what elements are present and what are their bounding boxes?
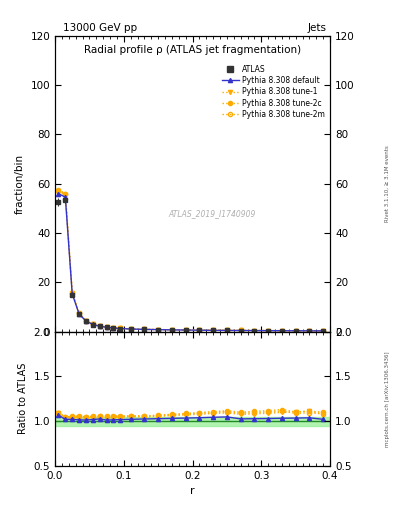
Text: Radial profile ρ (ATLAS jet fragmentation): Radial profile ρ (ATLAS jet fragmentatio…: [84, 45, 301, 55]
Text: ATLAS_2019_I1740909: ATLAS_2019_I1740909: [168, 209, 255, 218]
Y-axis label: Ratio to ATLAS: Ratio to ATLAS: [18, 363, 28, 434]
Y-axis label: fraction/bin: fraction/bin: [15, 154, 25, 214]
Bar: [55, 417, 330, 425]
Text: mcplots.cern.ch [arXiv:1306.3436]: mcplots.cern.ch [arXiv:1306.3436]: [385, 351, 389, 446]
Text: Jets: Jets: [307, 23, 326, 33]
X-axis label: r: r: [190, 486, 195, 496]
Text: 13000 GeV pp: 13000 GeV pp: [63, 23, 137, 33]
Text: Rivet 3.1.10, ≥ 3.1M events: Rivet 3.1.10, ≥ 3.1M events: [385, 145, 389, 222]
Legend: ATLAS, Pythia 8.308 default, Pythia 8.308 tune-1, Pythia 8.308 tune-2c, Pythia 8: ATLAS, Pythia 8.308 default, Pythia 8.30…: [220, 63, 326, 120]
